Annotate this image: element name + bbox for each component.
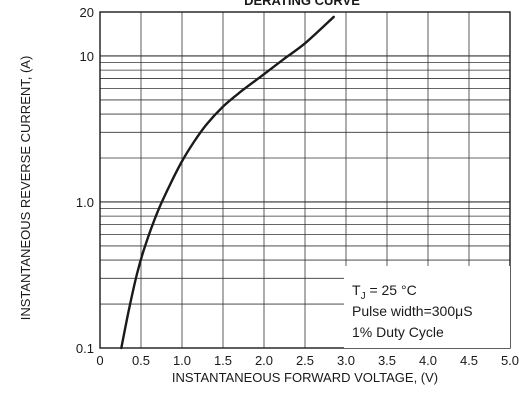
x-tick-label: 3.5: [378, 353, 396, 368]
x-tick-label: 2.0: [255, 353, 273, 368]
x-tick-label: 1.5: [214, 353, 232, 368]
grid-lines: [100, 12, 510, 348]
x-tick-label: 2.5: [296, 353, 314, 368]
x-tick-label: 0: [96, 353, 103, 368]
x-tick-label: 3.0: [337, 353, 355, 368]
plot-frame: [99, 11, 511, 349]
chart-title: DERATING CURVE: [244, 0, 360, 8]
x-tick-label: 5.0: [501, 353, 519, 368]
junction-temperature-symbol: T: [352, 282, 361, 298]
x-tick-labels: 0 0.5 1.0 1.5 2.0 2.5 3.0 3.5 4.0 4.5 5.0: [96, 353, 519, 368]
condition-note: TJ = 25 °C Pulse width=300μS 1% Duty Cyc…: [344, 266, 510, 348]
y-tick-label: 20: [80, 5, 94, 20]
x-tick-label: 1.0: [173, 353, 191, 368]
y-axis-title: INSTANTANEOUS REVERSE CURRENT, (A): [18, 56, 33, 321]
junction-temperature-value: = 25 °C: [366, 282, 417, 298]
junction-temperature-label: TJ = 25 °C: [352, 282, 417, 302]
y-tick-label: 1.0: [76, 195, 94, 210]
x-axis-title: INSTANTANEOUS FORWARD VOLTAGE, (V): [172, 370, 438, 385]
pulse-width-label: Pulse width=300μS: [352, 303, 473, 319]
x-tick-label: 4.5: [460, 353, 478, 368]
y-tick-label: 10: [80, 49, 94, 64]
y-tick-label: 0.1: [76, 341, 94, 356]
condition-note-box: [344, 266, 510, 348]
y-tick-labels: 0.1 1.0 10 20: [76, 5, 94, 356]
duty-cycle-label: 1% Duty Cycle: [352, 324, 444, 340]
x-tick-label: 4.0: [419, 353, 437, 368]
junction-temperature-subscript: J: [361, 291, 366, 302]
x-tick-label: 0.5: [132, 353, 150, 368]
current-voltage-curve: [120, 15, 335, 350]
